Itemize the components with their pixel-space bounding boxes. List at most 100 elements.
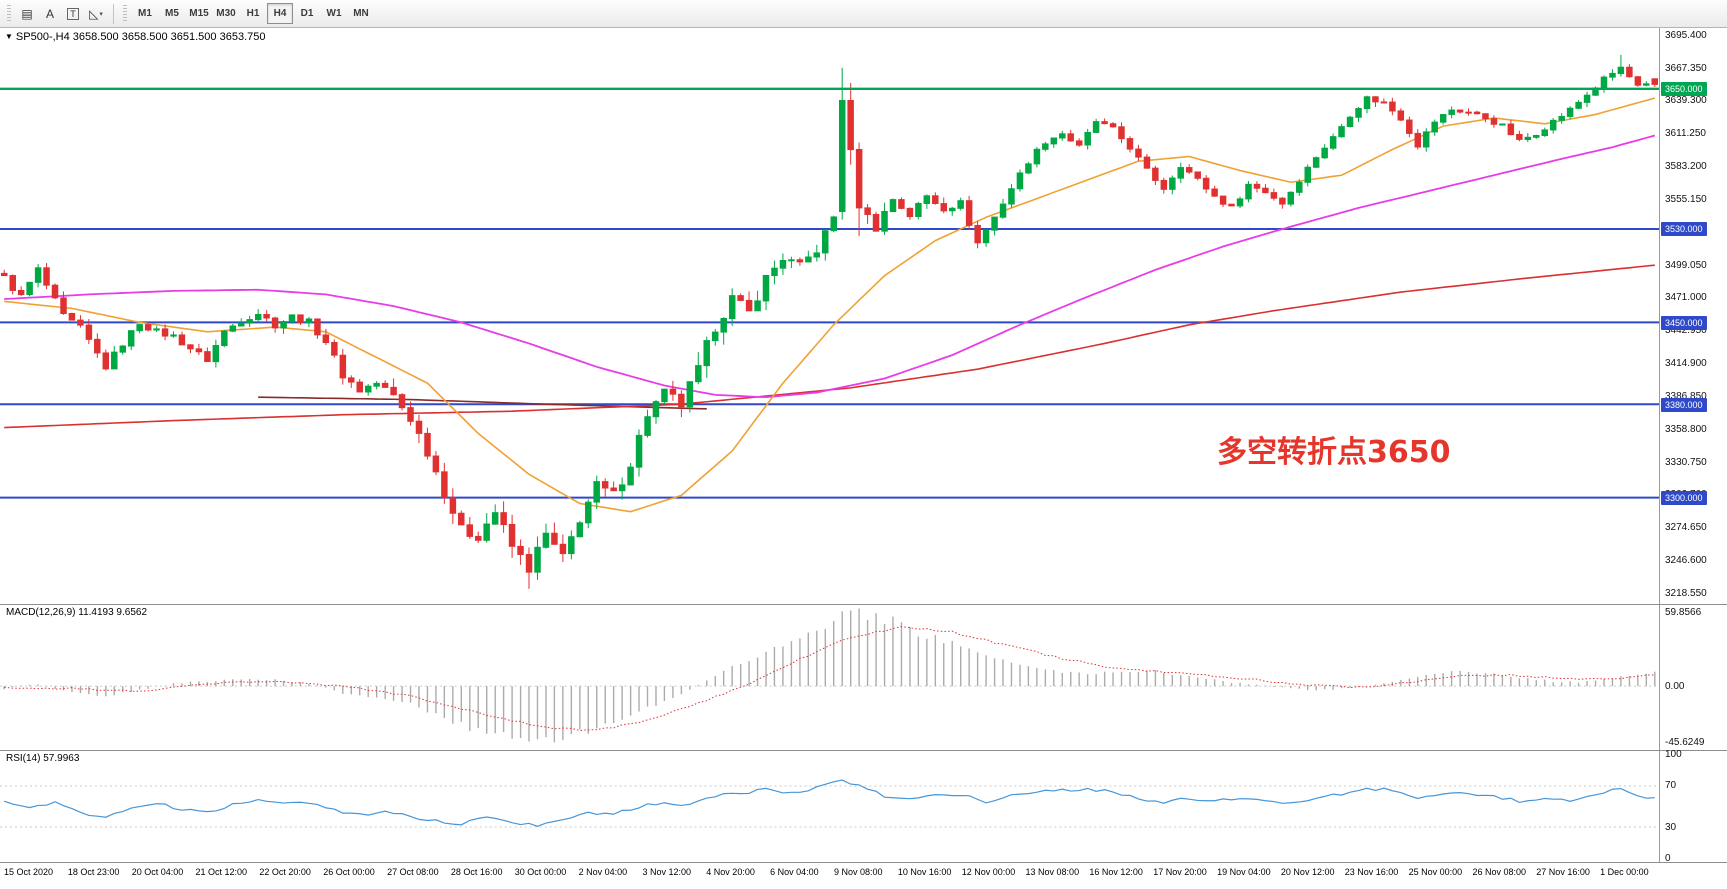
time-axis-label: 13 Nov 08:00: [1025, 867, 1080, 877]
toolbar: ▤ A T ◺ ▾ M1 M5 M15 M30 H1 H4 D1 W1 MN: [0, 0, 1727, 28]
price-axis-label: 3555.150: [1665, 193, 1707, 205]
macd-signal-line: [4, 626, 1655, 732]
time-axis-label: 18 Oct 23:00: [67, 867, 120, 877]
price-axis-label: 3695.400: [1665, 29, 1707, 41]
macd-axis-label: 59.8566: [1665, 606, 1702, 618]
drawing-tools-group: ▤ A T ◺ ▾: [16, 3, 107, 24]
timeframe-button-h4[interactable]: H4: [267, 3, 293, 24]
price-axis-label: 3611.250: [1665, 128, 1706, 140]
time-axis[interactable]: 15 Oct 2020 18 Oct 23:00 20 Oct 04:00 21 Oc…: [0, 863, 1727, 889]
time-axis-label: 30 Oct 00:00: [514, 867, 567, 877]
time-axis-label: 23 Nov 16:00: [1344, 867, 1399, 877]
price-axis-label: 3442.950: [1665, 325, 1707, 337]
time-axis-label: 27 Nov 16:00: [1536, 867, 1590, 877]
charts-tool-icon: ▤: [21, 6, 33, 21]
time-axis-label: 19 Nov 04:00: [1217, 867, 1271, 877]
chart-annotation-text: 多空转折点3650: [1217, 435, 1451, 470]
price-line-badge: 3530.000: [1661, 222, 1707, 237]
macd-plot[interactable]: MACD(12,26,9) 11.4193 9.6562: [0, 605, 1660, 750]
timeframe-button-h1[interactable]: H1: [246, 8, 260, 19]
time-axis-label: 15 Oct 2020: [4, 867, 54, 877]
price-axis[interactable]: 3695.400 3667.350 3639.300 3611.250 3583.200…: [1660, 28, 1727, 604]
time-axis-label: 28 Oct 16:00: [450, 867, 503, 877]
time-axis-label: 27 Oct 08:00: [387, 867, 439, 877]
time-axis-label: 4 Nov 20:00: [706, 867, 755, 877]
timeframe-button-m1[interactable]: M1: [138, 8, 152, 19]
main-chart-plot[interactable]: ▼ SP500-,H4 3658.500 3658.500 3651.500 36…: [0, 28, 1660, 604]
time-axis-label: 1 Dec 00:00: [1600, 867, 1649, 877]
toolbar-grip[interactable]: [123, 4, 127, 23]
time-axis-label: 25 Nov 00:00: [1408, 867, 1463, 877]
rsi-canvas[interactable]: [0, 751, 1659, 862]
timeframe-button-mn[interactable]: MN: [353, 8, 369, 19]
shapes-tool-icon: ◺: [89, 6, 99, 21]
time-axis-label: 21 Oct 12:00: [195, 867, 248, 877]
price-axis-label: 3274.650: [1665, 522, 1707, 534]
price-line-badge: 3650.000: [1661, 81, 1707, 96]
timeframe-button-m15[interactable]: M15: [189, 8, 209, 19]
text-tool-icon: A: [45, 6, 54, 21]
rsi-line: [4, 779, 1655, 827]
fast-ma-line: [4, 97, 1656, 513]
price-axis-label: 3639.300: [1665, 95, 1707, 107]
ohlc-text: SP500-,H4 3658.500 3658.500 3651.500 365…: [15, 31, 266, 43]
macd-axis-label: 0.00: [1665, 680, 1685, 692]
price-axis-label: 3386.850: [1665, 390, 1707, 402]
time-axis-label: 22 Oct 20:00: [259, 867, 311, 877]
textbox-tool-icon: T: [67, 7, 79, 20]
price-line-badge: 3450.000: [1661, 315, 1707, 330]
tool-shapes-tool[interactable]: ◺ ▾: [85, 3, 107, 24]
main-chart-canvas[interactable]: [0, 28, 1659, 604]
price-line-badge: 3300.000: [1661, 491, 1707, 506]
toolbar-grip[interactable]: [7, 4, 11, 23]
time-axis-label: 16 Nov 12:00: [1089, 867, 1143, 877]
timeframe-button-m30[interactable]: M30: [216, 8, 236, 19]
time-axis-label: 26 Nov 08:00: [1472, 867, 1526, 877]
timeframe-group: M1 M5 M15 M30 H1 H4 D1 W1 MN: [132, 3, 374, 24]
price-axis-label: 3499.050: [1665, 259, 1707, 271]
price-axis-label: 3358.800: [1665, 423, 1707, 435]
mid-ma-line: [4, 134, 1656, 399]
price-axis-label: 3218.550: [1665, 587, 1707, 599]
tool-text-tool[interactable]: A: [39, 3, 61, 24]
rsi-axis[interactable]: 100 70 30 0: [1660, 749, 1727, 864]
macd-axis[interactable]: 59.8566 0.00 -45.6249: [1660, 605, 1727, 750]
time-axis-label: 2 Nov 04:00: [578, 867, 628, 877]
price-axis-label: 3583.200: [1665, 161, 1707, 173]
price-axis-label: 3246.600: [1665, 554, 1707, 566]
main-chart-panel: ▼ SP500-,H4 3658.500 3658.500 3651.500 36…: [0, 28, 1727, 605]
rsi-axis-label: 100: [1665, 749, 1682, 761]
rsi-panel: RSI(14) 57.9963 100 70 30 0: [0, 749, 1727, 864]
time-axis-label: 10 Nov 16:00: [897, 867, 952, 877]
price-axis-label: 3471.000: [1665, 292, 1707, 304]
macd-axis-label: -45.6249: [1665, 737, 1705, 749]
rsi-plot[interactable]: RSI(14) 57.9963: [0, 751, 1660, 862]
tool-textbox-tool[interactable]: T: [62, 3, 84, 24]
time-axis-label: 20 Nov 12:00: [1280, 867, 1335, 877]
timeframe-button-m5[interactable]: M5: [165, 8, 179, 19]
macd-histogram: [3, 608, 1656, 743]
price-line-badge: 3380.000: [1661, 397, 1707, 412]
price-axis-label: 3330.750: [1665, 456, 1707, 468]
price-axis-label: 3414.900: [1665, 358, 1707, 370]
time-axis-label: 9 Nov 08:00: [834, 867, 883, 877]
macd-canvas[interactable]: [0, 605, 1659, 750]
time-axis-label: 12 Nov 00:00: [961, 867, 1016, 877]
time-axis-label: 3 Nov 12:00: [642, 867, 691, 877]
candles-up-series: [26, 54, 1650, 580]
tool-charts-tool[interactable]: ▤: [16, 3, 38, 24]
collapse-marker-icon: ▼: [5, 32, 13, 41]
aux-ma-line: [258, 396, 707, 410]
timeframe-button-d1[interactable]: D1: [300, 8, 314, 19]
rsi-axis-label: 70: [1665, 780, 1677, 792]
symbol-ohlc-readout: ▼ SP500-,H4 3658.500 3658.500 3651.500 36…: [5, 31, 265, 43]
time-axis-label: 17 Nov 20:00: [1153, 867, 1207, 877]
price-axis-label: 3667.350: [1665, 62, 1707, 74]
time-axis-label: 26 Oct 00:00: [323, 867, 375, 877]
time-axis-label: 6 Nov 04:00: [770, 867, 819, 877]
rsi-axis-label: 30: [1665, 821, 1677, 833]
macd-indicator-label: MACD(12,26,9) 11.4193 9.6562: [6, 607, 148, 618]
rsi-axis-label: 0: [1665, 852, 1671, 864]
timeframe-button-w1[interactable]: W1: [326, 8, 342, 19]
